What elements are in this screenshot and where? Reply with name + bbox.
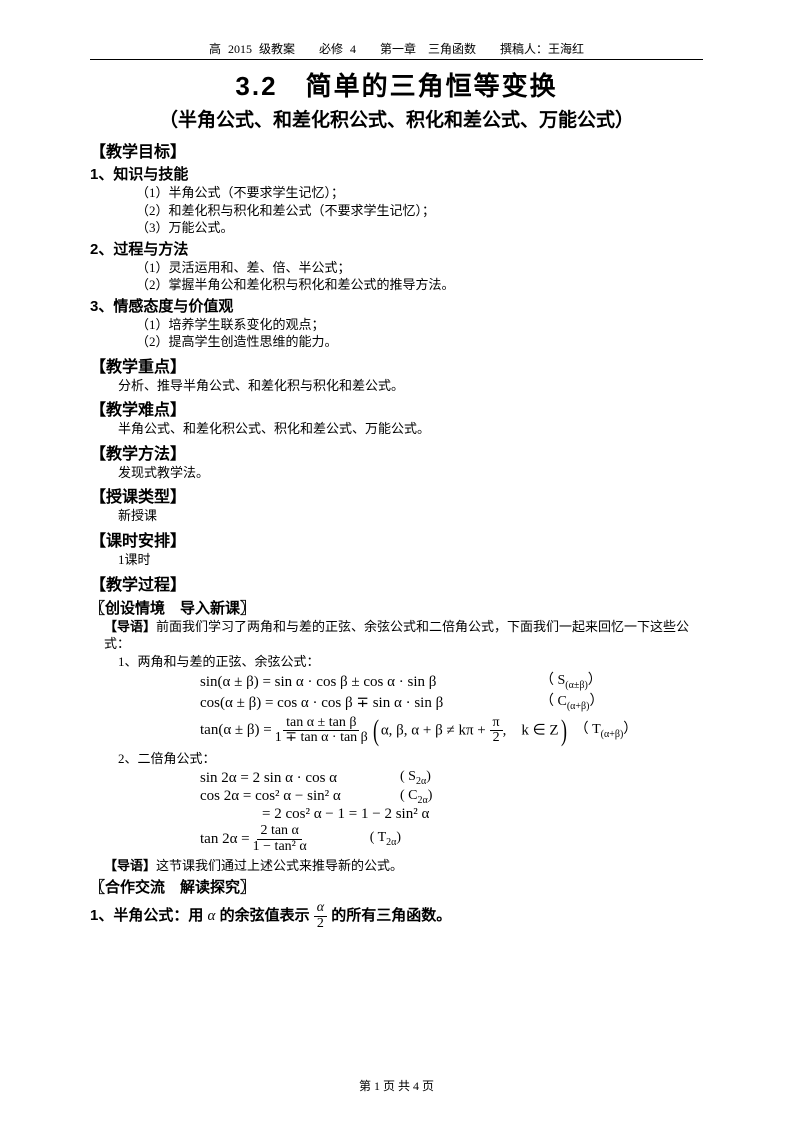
- formula-group-2-label: 2、二倍角公式：: [118, 750, 703, 768]
- keypoint-text: 分析、推导半角公式、和差化积与积化和差公式。: [118, 377, 703, 395]
- sin2a-expr: sin 2α = 2 sin α · cos α: [200, 771, 400, 786]
- val-item-1: （1）培养学生联系变化的观点；: [136, 316, 703, 334]
- cos-ab-expr: cos(α ± β) = cos α · cos β ∓ sin α · sin…: [200, 696, 540, 711]
- section-period: 【课时安排】: [90, 527, 703, 551]
- formula-sin-sum: sin(α ± β) = sin α · cos β ± cos α · sin…: [200, 674, 703, 691]
- subtitle: （半角公式、和差化积公式、积化和差公式、万能公式）: [90, 105, 703, 132]
- half-pre: 1、半角公式：用: [90, 907, 203, 924]
- lead2-text: 这节课我们通过上述公式来推导新的公式。: [156, 858, 403, 873]
- formula-tan2a: tan 2α = 2 tan α 1 − tan² α ( T2α): [200, 824, 703, 854]
- formula-sin2a: sin 2α = 2 sin α · cos α ( S2α): [200, 770, 703, 787]
- method-text: 发现式教学法。: [118, 464, 703, 482]
- type-text: 新授课: [118, 507, 703, 525]
- proc-item-2: （2）掌握半角公和差化积与积化和差公式的推导方法。: [136, 276, 703, 294]
- section-type: 【授课类型】: [90, 483, 703, 507]
- tan2a-num: 2 tan α: [257, 824, 301, 840]
- subsection-coop: 〖合作交流 解读探究〗: [90, 876, 703, 897]
- lead-paragraph: 【导语】前面我们学习了两角和与差的正弦、余弦公式和二倍角公式，下面我们一起来回忆…: [104, 618, 703, 653]
- section-goals: 【教学目标】: [90, 138, 703, 162]
- formula-group-2: sin 2α = 2 sin α · cos α ( S2α) cos 2α =…: [200, 770, 703, 855]
- tan2a-den: 1 − tan² α: [250, 840, 310, 855]
- sub-knowledge: 1、知识与技能: [90, 163, 703, 184]
- section-process: 【教学过程】: [90, 571, 703, 595]
- main-title: 3.2 简单的三角恒等变换: [90, 66, 703, 103]
- sin2a-tag: ( S2α): [400, 770, 431, 787]
- half-end: 的所有三角函数。: [331, 907, 451, 924]
- lparen-icon: (: [373, 719, 379, 743]
- know-item-3: （3）万能公式。: [136, 219, 703, 237]
- half-mid: 的余弦值表示: [220, 907, 310, 924]
- section-method: 【教学方法】: [90, 440, 703, 464]
- alpha-symbol: α: [208, 908, 216, 924]
- half-angle-heading: 1、半角公式：用 α 的余弦值表示 α 2 的所有三角函数。: [90, 901, 703, 931]
- sin-ab-tag: （ S(α±β)）: [540, 674, 602, 691]
- section-keypoint: 【教学重点】: [90, 353, 703, 377]
- proc-item-1: （1）灵活运用和、差、倍、半公式；: [136, 259, 703, 277]
- period-text: 1课时: [118, 551, 703, 569]
- formula-cos2a: cos 2α = cos² α − sin² α ( C2α): [200, 789, 703, 806]
- tan-ab-den: 1 ∓ tan α · tan β: [272, 731, 371, 746]
- formula-group-1-label: 1、两角和与差的正弦、余弦公式：: [118, 653, 703, 671]
- section-difficulty: 【教学难点】: [90, 396, 703, 420]
- tan2a-lhs: tan 2α =: [200, 832, 250, 847]
- lead-label: 【导语】: [104, 619, 156, 634]
- lead-text: 前面我们学习了两角和与差的正弦、余弦公式和二倍角公式，下面我们一起来回忆一下这些…: [104, 619, 689, 652]
- page-header: 高 2015 级教案 必修 4 第一章 三角函数 撰稿人：王海红: [90, 40, 703, 60]
- lead2-paragraph: 【导语】这节课我们通过上述公式来推导新的公式。: [104, 857, 703, 875]
- know-item-1: （1）半角公式（不要求学生记忆）；: [136, 184, 703, 202]
- tan-ab-tag: （ T(α+β)）: [575, 723, 638, 740]
- alpha-over-2: α 2: [314, 901, 327, 931]
- cos-ab-tag: （ C(α+β)）: [540, 695, 603, 712]
- formula-group-1: sin(α ± β) = sin α · cos β ± cos α · sin…: [200, 674, 703, 746]
- cos2a-tag: ( C2α): [400, 789, 432, 806]
- know-item-2: （2）和差化积与积化和差公式（不要求学生记忆）；: [136, 202, 703, 220]
- tan-ab-lhs: tan(α ± β) =: [200, 723, 272, 738]
- val-item-2: （2）提高学生创造性思维的能力。: [136, 333, 703, 351]
- rparen-icon: ): [561, 719, 567, 743]
- sin-ab-expr: sin(α ± β) = sin α · cos β ± cos α · sin…: [200, 675, 540, 690]
- formula-cos-sum: cos(α ± β) = cos α · cos β ∓ sin α · sin…: [200, 695, 703, 712]
- tan-cond: α, β, α + β ≠ kπ + π2, k ∈ Z: [381, 716, 559, 746]
- formula-cos2a-line2: = 2 cos² α − 1 = 1 − 2 sin² α: [200, 807, 703, 822]
- difficulty-text: 半角公式、和差化积公式、积化和差公式、万能公式。: [118, 420, 703, 438]
- sub-process: 2、过程与方法: [90, 238, 703, 259]
- tan-ab-frac: tan α ± tan β 1 ∓ tan α · tan β: [272, 716, 371, 746]
- tan-ab-num: tan α ± tan β: [283, 716, 359, 732]
- tan2a-frac: 2 tan α 1 − tan² α: [250, 824, 310, 854]
- tan2a-tag: ( T2α): [370, 831, 401, 848]
- lead2-label: 【导语】: [104, 858, 156, 873]
- cos2a-expr: cos 2α = cos² α − sin² α: [200, 789, 400, 804]
- cos2a-expr2: = 2 cos² α − 1 = 1 − 2 sin² α: [262, 807, 429, 822]
- sub-values: 3、情感态度与价值观: [90, 295, 703, 316]
- formula-tan-sum: tan(α ± β) = tan α ± tan β 1 ∓ tan α · t…: [200, 716, 703, 746]
- subsection-scene: 〖创设情境 导入新课〗: [90, 597, 703, 618]
- page-footer: 第 1 页 共 4 页: [0, 1077, 793, 1094]
